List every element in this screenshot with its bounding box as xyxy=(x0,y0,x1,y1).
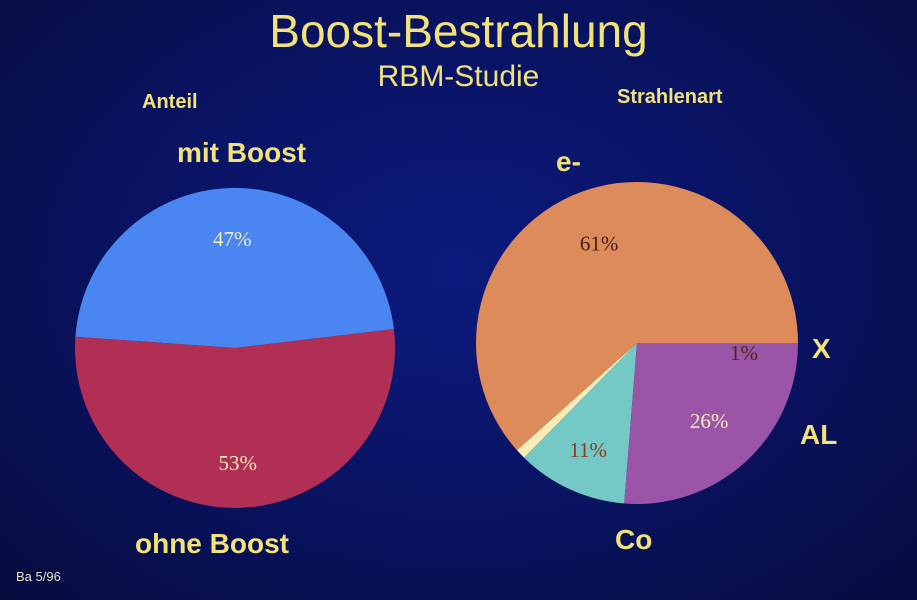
pie-data-label: 61% xyxy=(580,232,619,256)
pie-slice-mit-boost xyxy=(75,187,394,348)
category-label-ohne-boost: ohne Boost xyxy=(135,528,289,559)
pie-data-label: 26% xyxy=(690,409,729,433)
pie-slice-co xyxy=(624,343,798,505)
category-label-e: e- xyxy=(556,146,581,177)
category-label-mit-boost: mit Boost xyxy=(177,137,307,168)
pie-chart-anteil: 47% 53% xyxy=(75,187,396,508)
pie-data-label: 1% xyxy=(730,341,758,365)
pie-data-label: 53% xyxy=(219,451,258,475)
pie-data-label: 11% xyxy=(569,438,607,462)
pie-slice-al xyxy=(524,343,637,504)
category-label-x: X xyxy=(812,333,831,364)
slide-footer: Ba 5/96 xyxy=(16,569,61,584)
section-label-strahlenart: Strahlenart xyxy=(617,86,723,108)
section-label-anteil: Anteil xyxy=(142,91,198,113)
pie-slice-e xyxy=(476,181,798,451)
category-label-co: Co xyxy=(615,524,653,555)
pie-slice-ohne-boost xyxy=(75,329,396,508)
pie-chart-strahlenart: 61% 1% 11% 26% xyxy=(476,181,798,505)
pie-data-label: 47% xyxy=(213,227,252,251)
page-title: Boost-Bestrahlung xyxy=(269,5,648,57)
page-subtitle: RBM-Studie xyxy=(377,60,540,93)
category-label-al: AL xyxy=(800,419,838,450)
pie-slice-x xyxy=(517,343,637,458)
